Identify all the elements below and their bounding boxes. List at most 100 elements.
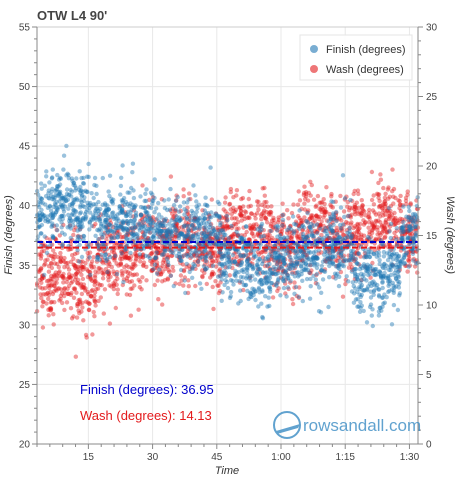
wash-point (56, 265, 61, 270)
finish-point (110, 201, 116, 206)
finish-point (165, 229, 170, 234)
finish-point (159, 229, 164, 234)
wash-point (68, 306, 74, 311)
finish-point (348, 253, 353, 258)
finish-point (68, 187, 73, 193)
finish-point (227, 242, 232, 248)
wash-point (60, 273, 65, 279)
wash-point (48, 306, 54, 311)
wash-point (215, 236, 220, 241)
wash-point (74, 290, 79, 295)
finish-point (251, 252, 257, 258)
wash-point (168, 208, 173, 213)
wash-point (397, 198, 402, 204)
wash-point (199, 231, 205, 236)
finish-point (358, 280, 363, 286)
finish-point (372, 272, 377, 277)
finish-point (342, 257, 347, 262)
finish-point (233, 268, 238, 274)
finish-point (386, 275, 391, 280)
finish-point (61, 167, 66, 172)
finish-point (280, 276, 285, 282)
wash-point (57, 233, 62, 238)
wash-point (323, 237, 329, 242)
wash-point (333, 212, 339, 217)
finish-point (174, 214, 179, 219)
wash-point (303, 219, 308, 224)
wash-point (68, 275, 73, 280)
finish-point (247, 276, 252, 281)
finish-point (304, 218, 309, 224)
finish-point (91, 214, 96, 220)
wash-point (333, 258, 338, 263)
wash-point (238, 213, 244, 219)
wash-point (212, 235, 217, 240)
finish-point (250, 266, 256, 272)
wash-point (335, 258, 340, 264)
finish-point (47, 180, 52, 185)
wash-point (304, 235, 309, 240)
finish-point (311, 256, 316, 261)
wash-point (184, 264, 189, 270)
finish-point (197, 215, 203, 221)
wash-point (407, 256, 412, 262)
finish-point (251, 248, 257, 253)
wash-point (364, 237, 369, 242)
finish-point (194, 225, 200, 231)
wash-point (371, 224, 377, 230)
finish-point (335, 236, 340, 242)
wash-point (75, 303, 80, 309)
wash-point (156, 272, 161, 277)
wash-point (79, 234, 84, 240)
finish-point (104, 209, 110, 214)
wash-point (55, 286, 60, 291)
finish-point (54, 206, 59, 211)
finish-point (174, 217, 179, 223)
wash-point (402, 232, 407, 237)
wash-point (173, 209, 178, 214)
finish-point (177, 249, 182, 254)
wash-point (332, 248, 338, 253)
wash-point (133, 256, 139, 261)
wash-point (352, 188, 357, 194)
y-left-tick-label: 55 (19, 23, 31, 34)
wash-point (227, 224, 232, 230)
finish-point (168, 228, 173, 234)
finish-point (408, 224, 413, 229)
finish-point (158, 222, 163, 228)
finish-point (290, 271, 295, 276)
finish-point (234, 270, 239, 275)
finish-point (326, 219, 331, 224)
finish-point (380, 295, 385, 300)
finish-point (319, 237, 325, 242)
finish-point (51, 197, 57, 202)
finish-point (197, 224, 202, 229)
finish-point (197, 226, 202, 231)
wash-point (348, 222, 354, 227)
finish-point (77, 223, 83, 228)
finish-point (152, 210, 157, 215)
finish-point (135, 234, 140, 239)
finish-point (319, 268, 324, 273)
finish-point (292, 291, 297, 296)
wash-point (59, 291, 65, 296)
finish-point (138, 212, 144, 218)
wash-point (335, 230, 340, 235)
wash-point (133, 258, 138, 263)
finish-point (174, 228, 179, 233)
wash-point (274, 261, 279, 267)
wash-point (283, 281, 288, 286)
finish-point (268, 267, 273, 272)
wash-point (265, 220, 270, 225)
finish-point (413, 232, 418, 238)
wash-point (176, 225, 181, 230)
wash-point (62, 259, 67, 265)
finish-point (55, 206, 60, 211)
wash-point (342, 197, 348, 202)
wash-point (316, 251, 321, 256)
finish-point (394, 251, 399, 257)
wash-point (255, 249, 261, 255)
wash-point (81, 265, 87, 270)
wash-point (99, 283, 104, 288)
finish-point (249, 294, 254, 300)
